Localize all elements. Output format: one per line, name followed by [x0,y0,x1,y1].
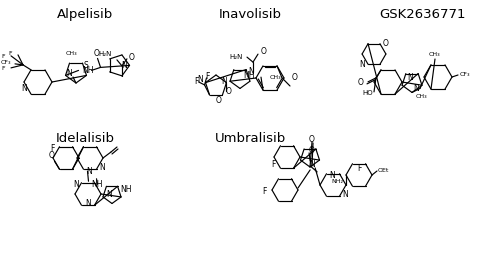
Text: CF₃: CF₃ [0,60,11,65]
Text: O: O [309,134,315,143]
Text: N: N [360,60,365,69]
Text: H₂N: H₂N [98,51,112,57]
Text: N: N [66,69,72,78]
Text: Umbralisib: Umbralisib [214,132,286,145]
Text: N: N [106,190,112,199]
Text: F: F [206,72,210,82]
Text: O: O [48,151,54,160]
Text: CH₃: CH₃ [65,51,77,56]
Text: F: F [271,160,276,169]
Text: CH₃: CH₃ [416,94,428,98]
Text: N: N [309,160,315,169]
Text: O: O [309,146,315,155]
Text: CH₃: CH₃ [270,75,281,80]
Text: N: N [330,171,335,180]
Text: O: O [383,39,389,48]
Text: N: N [342,190,348,199]
Text: N: N [100,163,105,172]
Text: Alpelisib: Alpelisib [57,8,113,21]
Text: H₂N: H₂N [230,54,243,60]
Text: O: O [226,87,232,96]
Text: F: F [1,66,5,71]
Text: Idelalisib: Idelalisib [56,132,114,145]
Text: NH: NH [82,66,94,75]
Text: N: N [73,180,78,189]
Text: CF₃: CF₃ [460,72,470,76]
Text: F: F [194,77,198,86]
Text: N: N [413,84,419,93]
Text: NH₂: NH₂ [332,179,344,184]
Text: O: O [261,47,267,56]
Text: F: F [50,144,54,153]
Text: N: N [86,167,92,176]
Text: O: O [216,95,222,105]
Text: Inavolisib: Inavolisib [218,8,282,21]
Text: NH: NH [92,180,103,189]
Text: N: N [222,77,227,86]
Text: N: N [407,73,412,82]
Text: N: N [248,67,254,76]
Text: NH: NH [120,185,132,194]
Text: N: N [21,84,27,93]
Text: S: S [84,61,88,70]
Text: O: O [292,73,298,83]
Text: N: N [197,75,202,84]
Text: O: O [357,78,363,87]
Text: O: O [94,49,100,58]
Text: HO: HO [362,90,373,96]
Text: OEt: OEt [378,168,390,172]
Text: GSK2636771: GSK2636771 [380,8,466,21]
Text: CH₃: CH₃ [428,52,440,57]
Text: O: O [129,53,135,62]
Text: F: F [1,54,5,59]
Text: F: F [8,51,12,56]
Text: N: N [121,61,126,70]
Text: N: N [86,199,92,208]
Text: NH: NH [244,71,255,80]
Text: F: F [358,164,362,173]
Text: F: F [262,187,267,196]
